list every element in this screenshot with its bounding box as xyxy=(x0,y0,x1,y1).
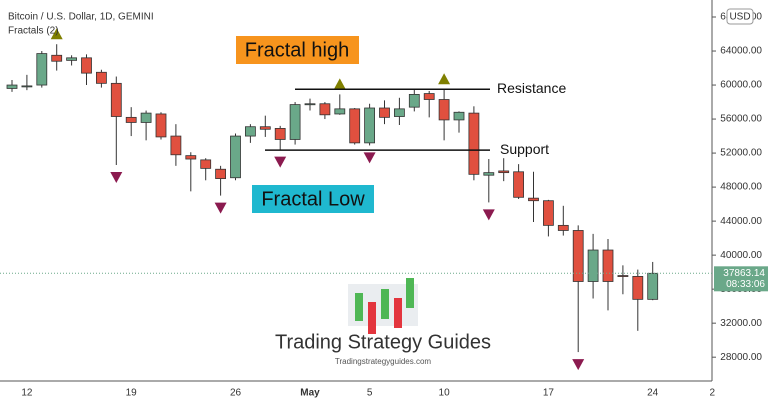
candle-body xyxy=(66,57,77,61)
candle-body xyxy=(483,172,495,176)
last-price-tag xyxy=(714,266,768,292)
candle-body xyxy=(602,249,614,282)
candle-body xyxy=(200,159,212,169)
candle-body xyxy=(572,230,584,282)
y-tick-label: 64000.00 xyxy=(720,46,762,57)
y-tick-label: 48000.00 xyxy=(720,182,762,193)
resistance-label: Resistance xyxy=(497,80,566,96)
x-tick-label: 26 xyxy=(230,388,242,399)
candle-body xyxy=(379,107,390,118)
y-tick-label: 52000.00 xyxy=(720,148,762,159)
candle-body xyxy=(36,53,48,86)
fractal-down xyxy=(482,209,495,221)
candle-body xyxy=(6,84,18,89)
x-tick-label: 17 xyxy=(543,388,555,399)
fractal-up xyxy=(50,28,63,40)
annotation: Fractal Low xyxy=(261,188,365,210)
currency-badge xyxy=(726,8,754,25)
fractal-down xyxy=(274,156,287,168)
candle-body xyxy=(140,112,152,123)
candle-body xyxy=(408,93,420,108)
candle-body xyxy=(557,224,569,231)
candle-body xyxy=(51,54,63,62)
candle-body xyxy=(81,57,92,74)
candle-body xyxy=(543,200,554,226)
chart-title: Bitcoin / U.S. Dollar, 1D, GEMINI xyxy=(8,12,154,23)
candle-body xyxy=(289,104,301,140)
candle-body xyxy=(110,82,122,117)
candle-body xyxy=(155,113,167,138)
icon-bar xyxy=(381,289,389,319)
candle-body xyxy=(647,272,659,300)
watermark-url: Tradingstrategyguides.com xyxy=(335,357,432,366)
fractal-down xyxy=(363,152,376,164)
candle-body xyxy=(215,168,227,179)
x-tick-label: May xyxy=(300,388,320,399)
last-price-label: 37863.14 xyxy=(723,268,765,279)
annotation-box xyxy=(252,185,374,213)
currency-label: USD xyxy=(729,12,750,23)
candle-body xyxy=(587,249,599,282)
candle-body xyxy=(453,111,465,121)
candle-body xyxy=(349,108,361,144)
plot xyxy=(6,28,659,371)
y-tick-label: 28000.00 xyxy=(720,352,762,363)
x-tick-label: 2 xyxy=(710,388,716,399)
candle-body xyxy=(304,103,316,106)
icon-bar xyxy=(355,293,363,321)
watermark-name: Trading Strategy Guides xyxy=(275,331,491,353)
candle-body xyxy=(230,135,241,179)
candle-body xyxy=(632,275,644,300)
candle-body xyxy=(185,155,197,160)
icon-bar xyxy=(368,302,376,334)
y-tick-label: 40000.00 xyxy=(720,250,762,261)
fractal-down xyxy=(214,202,227,214)
icon-bar xyxy=(394,298,402,328)
candle-body xyxy=(364,107,376,144)
candle-body xyxy=(334,108,346,115)
candle-body xyxy=(423,93,435,100)
fractal-down xyxy=(572,359,585,371)
y-tick-label: 60000.00 xyxy=(720,80,762,91)
candle-body xyxy=(513,171,524,198)
candle-body xyxy=(393,108,405,117)
icon-bar xyxy=(406,278,414,308)
candle-body xyxy=(21,85,33,88)
candle-body xyxy=(498,170,510,174)
watermark-icon xyxy=(348,278,418,334)
indicator-label: Fractals (2) xyxy=(8,26,59,37)
annotation-box xyxy=(236,36,359,64)
fractal-up xyxy=(333,78,346,90)
candle-body xyxy=(617,275,629,277)
fractal-down xyxy=(110,171,123,183)
y-tick-label: 32000.00 xyxy=(720,318,762,329)
x-tick-label: 19 xyxy=(126,388,138,399)
candle-body xyxy=(438,99,450,121)
candle-body xyxy=(468,112,480,175)
annotation: Fractal high xyxy=(245,39,350,61)
x-tick-label: 5 xyxy=(367,388,373,399)
candle-body xyxy=(244,126,256,137)
fractal-up xyxy=(438,73,451,85)
y-tick-label: 44000.00 xyxy=(720,216,762,227)
candle-body xyxy=(528,197,539,202)
candle-body xyxy=(96,71,107,84)
candle-body xyxy=(319,103,331,116)
candle-body xyxy=(274,128,286,140)
candle-body xyxy=(125,116,137,123)
countdown-label: 08:33:06 xyxy=(726,279,765,290)
support-label: Support xyxy=(500,141,549,157)
candle-body xyxy=(170,135,182,156)
y-tick-label: 56000.00 xyxy=(720,114,762,125)
x-tick-label: 12 xyxy=(21,388,33,399)
x-tick-label: 10 xyxy=(439,388,451,399)
x-tick-label: 24 xyxy=(647,388,659,399)
candle-body xyxy=(259,126,271,130)
